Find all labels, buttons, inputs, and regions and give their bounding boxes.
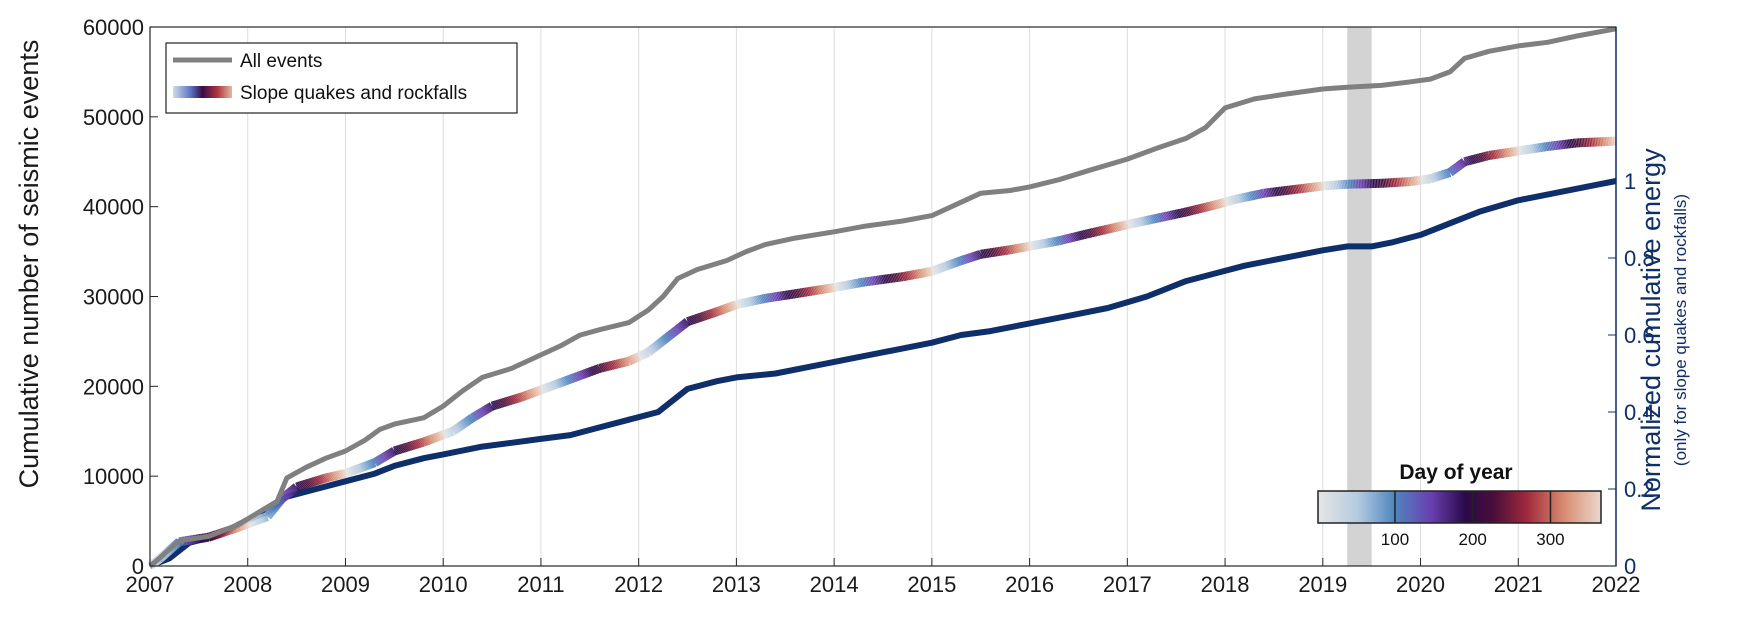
colorbar-title: Day of year [1399,461,1512,484]
series-segment [269,505,278,512]
y-axis-left-label: Cumulative number of seismic events [14,40,44,489]
y-axis-left-ticks: 0 10000 20000 30000 40000 50000 60000 [83,15,158,579]
series-all-events [148,26,1617,568]
y-left-tick-label-50000: 50000 [83,105,144,130]
y-left-tick-label-40000: 40000 [83,195,144,220]
legend: All events Slope quakes and rockfalls [165,42,518,114]
highlight-band [1347,27,1372,566]
x-tick-label-2011: 2011 [517,572,564,597]
series-segment [263,512,272,520]
x-tick-label-2015: 2015 [907,572,956,597]
series-segment [271,504,279,511]
legend-label-all-events: All events [240,51,322,72]
x-tick-label-2007: 2007 [126,572,175,597]
colorbar-tick-label-300: 300 [1536,530,1564,549]
y-right-tick-label-0.6: 0.6 [1624,323,1655,348]
y-right-tick-label-0: 0 [1624,554,1636,579]
x-tick-label-2014: 2014 [810,572,859,597]
y-left-tick-label-0: 0 [132,554,144,579]
series-segment [265,510,274,518]
grid-layer [247,27,1519,566]
series-segment [272,502,280,509]
y-left-tick-label-20000: 20000 [83,374,144,399]
colorbar-gradient [1317,490,1602,524]
series-segment [268,507,276,515]
series-segment [267,508,276,515]
series-segment [271,503,280,510]
y-right-tick-label-0.4: 0.4 [1624,400,1655,425]
y-right-tick-label-0.2: 0.2 [1624,477,1655,502]
legend-box [165,42,518,114]
x-tick-label-2020: 2020 [1396,572,1445,597]
y-axis-right-label: Normalized cumulative energy [1636,148,1666,512]
series-segment [272,501,281,509]
y-right-tick-label-0.8: 0.8 [1624,246,1655,271]
colorbar-ticks: 100 200 300 [1381,491,1565,549]
x-tick-label-2019: 2019 [1298,572,1347,597]
colorbar: Day of year 100 200 300 [1317,461,1602,549]
x-tick-label-2009: 2009 [321,572,370,597]
colorbar-tick-label-200: 200 [1459,530,1487,549]
y-left-tick-label-30000: 30000 [83,285,144,310]
x-tick-label-2021: 2021 [1494,572,1543,597]
series-normalized-cumulative-energy [148,178,1617,569]
series-segment [277,496,285,503]
series-segment [270,504,279,512]
x-axis-ticks: 2007 2008 2009 2010 2011 2012 2013 2014 2015 2016… [126,558,1641,597]
series-segment [276,497,285,504]
x-tick-label-2017: 2017 [1103,572,1152,597]
series-segment [265,511,273,518]
y-right-tick-label-1: 1 [1624,169,1636,194]
series-segment [264,512,272,519]
series-segment [277,495,286,503]
series-segment [266,510,274,517]
y-axis-right-sublabel: (only for slope quakes and rockfalls) [1671,194,1690,466]
highlight-band-layer [1347,27,1372,566]
x-tick-label-2018: 2018 [1201,572,1250,597]
x-tick-label-2010: 2010 [419,572,468,597]
series-segment [269,506,277,513]
x-tick-label-2022: 2022 [1592,572,1641,597]
legend-swatch-slope-quakes [173,86,232,98]
y-left-tick-label-10000: 10000 [83,464,144,489]
series-segment [266,509,275,516]
series-segment [268,507,277,514]
y-axis-right-ticks: 0 0.2 0.4 0.6 0.8 1 [1608,169,1655,579]
colorbar-tick-label-100: 100 [1381,530,1409,549]
x-tick-label-2008: 2008 [223,572,272,597]
x-tick-label-2016: 2016 [1005,572,1054,597]
legend-label-slope-quakes: Slope quakes and rockfalls [240,83,467,104]
series-layer [147,26,1617,570]
y-left-tick-label-60000: 60000 [83,15,144,40]
x-tick-label-2013: 2013 [712,572,761,597]
series-segment [273,501,282,508]
x-tick-label-2012: 2012 [614,572,663,597]
